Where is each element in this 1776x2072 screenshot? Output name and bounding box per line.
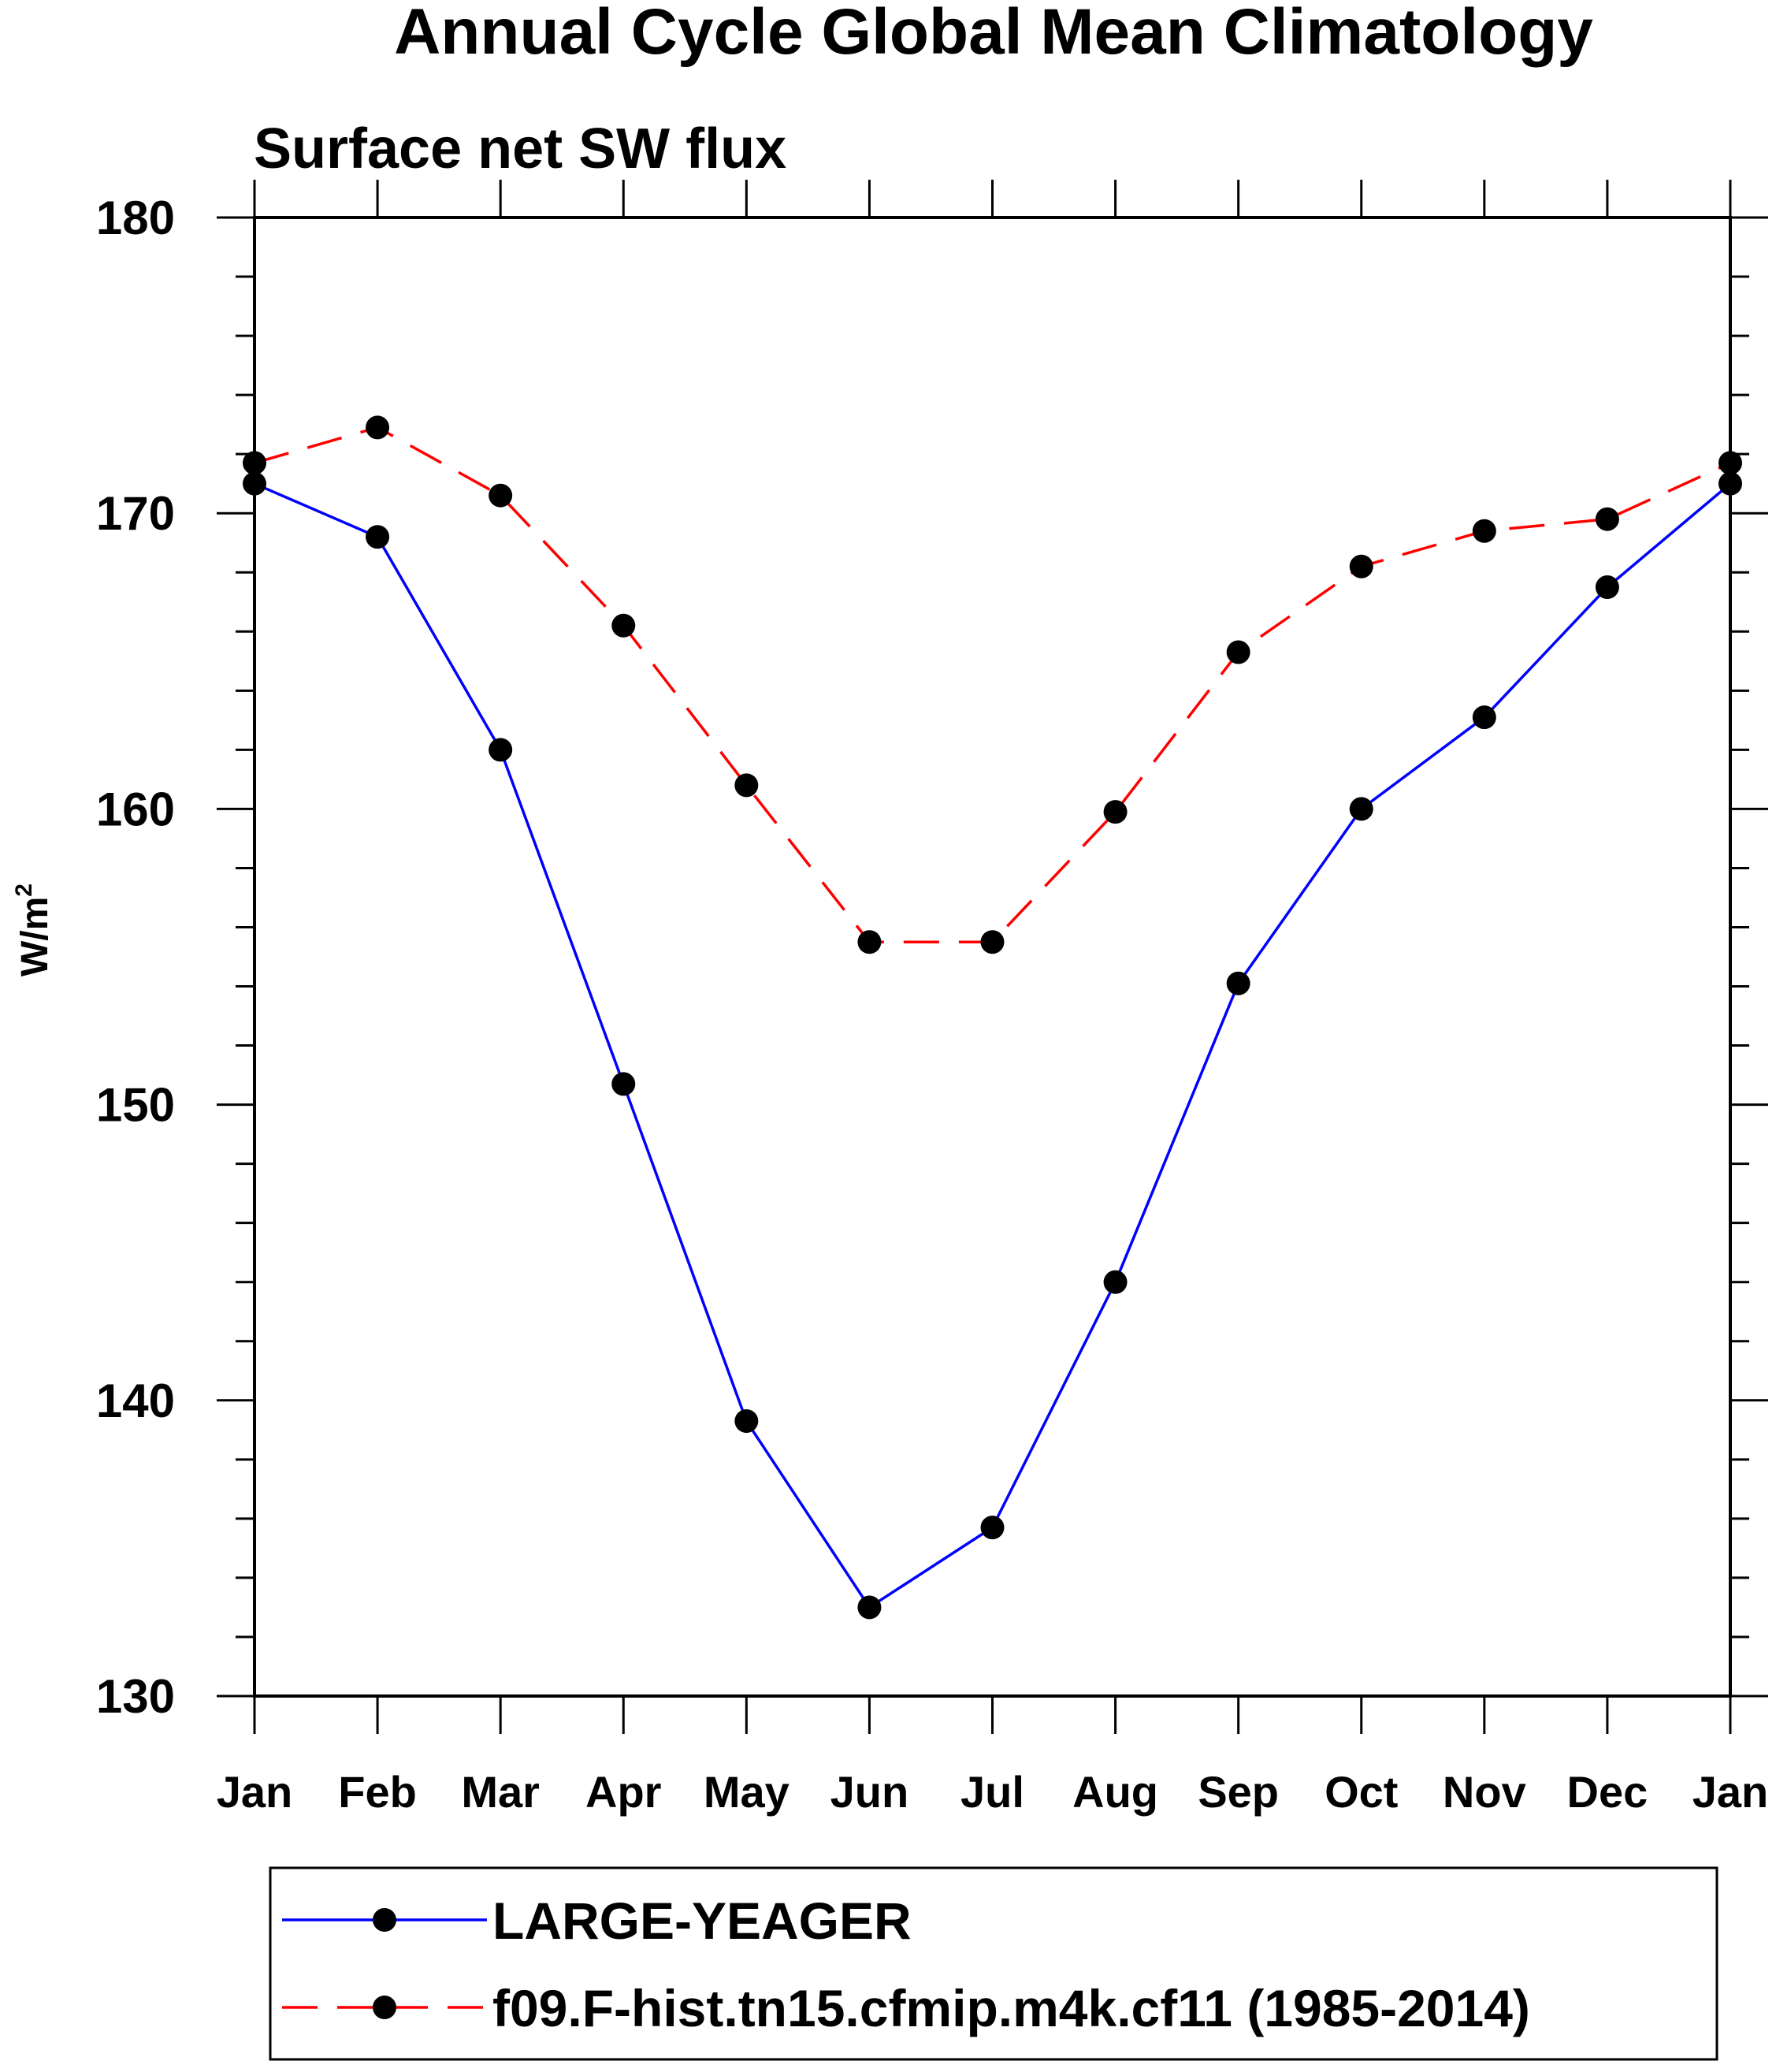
x-tick-label: Dec bbox=[1567, 1767, 1648, 1817]
x-tick-label: Aug bbox=[1072, 1767, 1158, 1817]
x-tick-label: Sep bbox=[1198, 1767, 1279, 1817]
legend-marker-2 bbox=[373, 1996, 396, 2019]
series-1-point bbox=[489, 738, 513, 762]
legend-entries: LARGE-YEAGER f09.F-hist.tn15.cfmip.m4k.cf… bbox=[282, 1892, 1530, 2037]
axis-ticks bbox=[217, 180, 1768, 1734]
x-tick-label: Mar bbox=[461, 1767, 540, 1817]
series-2-point bbox=[1472, 519, 1496, 543]
y-axis-tick-labels: 130 140 150 160 170 180 bbox=[96, 192, 175, 1723]
series-1-point bbox=[366, 525, 390, 549]
series-2-point bbox=[1103, 800, 1128, 824]
chart-subtitle: Surface net SW flux bbox=[254, 117, 786, 180]
series-2-point bbox=[1718, 451, 1742, 475]
series-1-point bbox=[611, 1072, 636, 1096]
x-axis-tick-labels: Jan Feb Mar Apr May Jun Jul Aug Sep Oct Nov Dec Jan bbox=[217, 1767, 1769, 1817]
series-2-point bbox=[366, 415, 390, 440]
x-tick-label: Feb bbox=[338, 1767, 417, 1817]
x-tick-label: Nov bbox=[1443, 1767, 1526, 1817]
x-tick-label: Jun bbox=[830, 1767, 909, 1817]
y-tick-label: 140 bbox=[96, 1375, 175, 1427]
y-tick-label: 150 bbox=[96, 1079, 175, 1132]
series-1-point bbox=[1718, 471, 1742, 496]
y-tick-label: 130 bbox=[96, 1670, 175, 1723]
x-tick-label: May bbox=[704, 1767, 790, 1817]
y-axis-title-exponent: 2 bbox=[11, 883, 37, 897]
x-tick-label: Apr bbox=[585, 1767, 661, 1817]
y-axis-title: W/m2 bbox=[11, 883, 56, 976]
series-1-point bbox=[243, 471, 266, 496]
legend-label-2: f09.F-hist.tn15.cfmip.m4k.cf11 (1985-201… bbox=[492, 1979, 1530, 2037]
series-1-point bbox=[1595, 575, 1619, 599]
series-2-point bbox=[857, 930, 882, 954]
svg-text:W/m2: W/m2 bbox=[11, 883, 56, 976]
series-1-point bbox=[734, 1409, 759, 1434]
series-layer bbox=[243, 415, 1742, 1620]
y-tick-label: 170 bbox=[96, 487, 175, 540]
series-1-point bbox=[1349, 797, 1373, 821]
series-2-point bbox=[734, 773, 759, 798]
legend: LARGE-YEAGER f09.F-hist.tn15.cfmip.m4k.cf… bbox=[269, 1866, 1718, 2061]
series-1-point bbox=[1103, 1270, 1128, 1294]
y-tick-label: 160 bbox=[96, 783, 175, 835]
legend-marker-1 bbox=[373, 1908, 396, 1932]
x-tick-label: Jul bbox=[960, 1767, 1024, 1817]
legend-box bbox=[269, 1866, 1718, 2061]
x-tick-label: Jan bbox=[1692, 1767, 1769, 1817]
y-tick-label: 180 bbox=[96, 192, 175, 244]
series-2-point bbox=[243, 451, 266, 475]
series-2-point bbox=[980, 930, 1005, 954]
series-1-point bbox=[1472, 705, 1496, 730]
series-2-point bbox=[1226, 640, 1250, 664]
series-2-point bbox=[489, 483, 513, 508]
series-1-point bbox=[857, 1595, 882, 1620]
series-2-point bbox=[1595, 507, 1619, 531]
series-1-point bbox=[1226, 971, 1250, 995]
x-tick-label: Oct bbox=[1325, 1767, 1398, 1817]
x-tick-label: Jan bbox=[217, 1767, 293, 1817]
series-2-point bbox=[1349, 554, 1373, 578]
legend-label-1: LARGE-YEAGER bbox=[492, 1892, 912, 1950]
series-2-point bbox=[611, 613, 636, 638]
y-axis-title-unit: W/m bbox=[14, 897, 56, 976]
chart-title: Annual Cycle Global Mean Climatology bbox=[394, 0, 1593, 68]
series-1-point bbox=[980, 1516, 1005, 1540]
